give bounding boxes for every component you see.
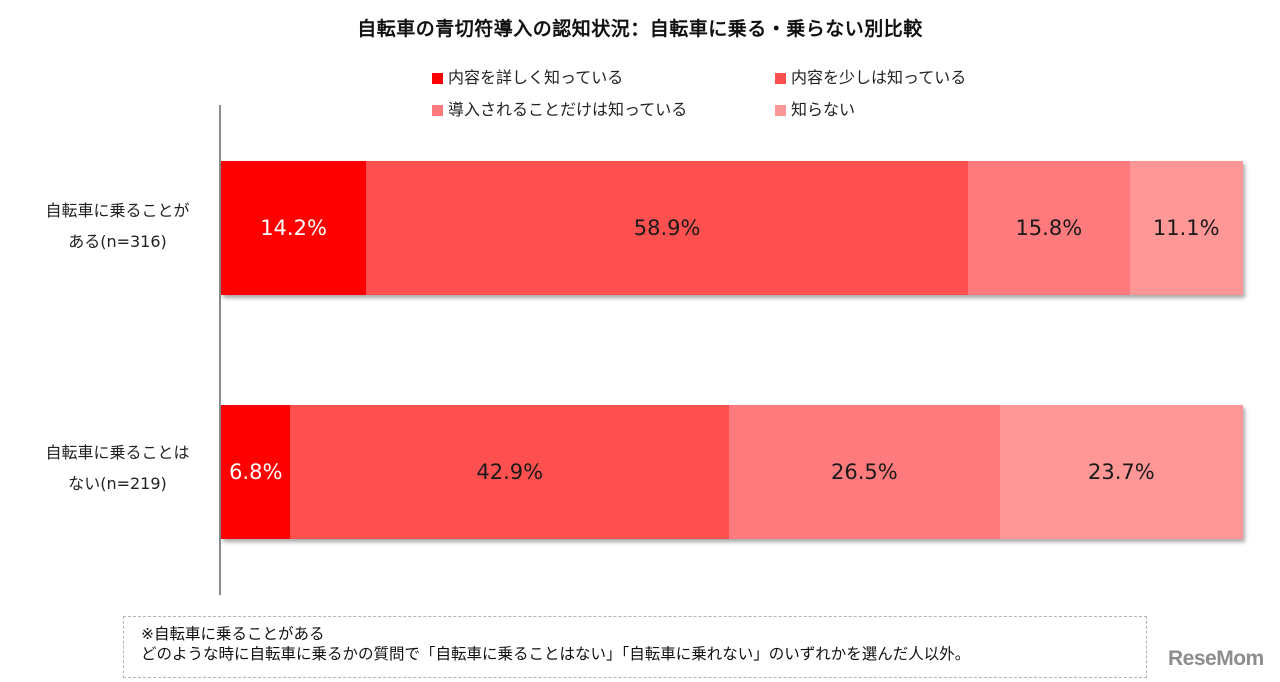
legend-label: 内容を詳しく知っている <box>448 68 624 87</box>
footnote-line: どのような時に自転車に乗るかの質問で「自転車に乗ることはない」「自転車に乗れない… <box>141 645 971 663</box>
legend-label: 知らない <box>791 100 856 119</box>
resemom-logo: ReseMom <box>1168 647 1264 670</box>
legend-swatch-icon <box>432 72 443 84</box>
stacked-bar-does-not-ride: 6.8% 42.9% 26.5% 23.7% <box>221 405 1243 539</box>
chart-title: 自転車の青切符導入の認知状況：自転車に乗る・乗らない別比較 <box>357 18 923 40</box>
data-label: 26.5% <box>830 460 898 484</box>
legend-item-unaware: 知らない <box>775 96 855 120</box>
category-label-does-not-ride: 自転車に乗ることは ない(n=219) <box>20 437 215 499</box>
bar-segment-somewhat: 42.9% <box>290 405 729 539</box>
category-axis-line <box>219 105 221 595</box>
data-label: 23.7% <box>1088 460 1155 484</box>
data-label: 11.1% <box>1152 216 1220 240</box>
bar-segment-somewhat: 58.9% <box>366 161 969 295</box>
data-label: 15.8% <box>1015 216 1083 240</box>
footnote-box: ※自転車に乗ることがある どのような時に自転車に乗るかの質問で「自転車に乗ること… <box>123 616 1147 678</box>
legend-swatch-icon <box>432 104 443 116</box>
stacked-bar-rides: 14.2% 58.9% 15.8% 11.1% <box>221 161 1243 295</box>
bar-segment-unaware: 11.1% <box>1129 161 1243 295</box>
bar-segment-only-introduction: 15.8% <box>968 161 1130 295</box>
data-label: 6.8% <box>229 460 283 484</box>
legend-swatch-icon <box>775 104 786 116</box>
legend-label: 内容を少しは知っている <box>791 68 967 87</box>
bar-segment-unaware: 23.7% <box>999 405 1243 539</box>
data-label: 58.9% <box>633 216 701 240</box>
legend-item-detailed: 内容を詳しく知っている <box>432 64 623 88</box>
category-label-line: ある(n=316) <box>68 232 167 251</box>
bar-segment-detailed: 6.8% <box>221 405 291 539</box>
legend-label: 導入されることだけは知っている <box>448 100 688 119</box>
bar-segment-detailed: 14.2% <box>221 161 367 295</box>
legend-swatch-icon <box>775 72 786 84</box>
data-label: 42.9% <box>476 460 544 484</box>
legend-item-only-introduction: 導入されることだけは知っている <box>432 96 687 120</box>
category-label-rides: 自転車に乗ることが ある(n=316) <box>20 195 215 257</box>
data-label: 14.2% <box>260 216 327 240</box>
category-label-line: 自転車に乗ることは <box>45 443 190 462</box>
bar-segment-only-introduction: 26.5% <box>728 405 1000 539</box>
category-label-line: 自転車に乗ることが <box>45 201 190 220</box>
legend-item-somewhat: 内容を少しは知っている <box>775 64 966 88</box>
footnote-line: ※自転車に乗ることがある <box>141 625 325 643</box>
category-label-line: ない(n=219) <box>68 474 167 493</box>
